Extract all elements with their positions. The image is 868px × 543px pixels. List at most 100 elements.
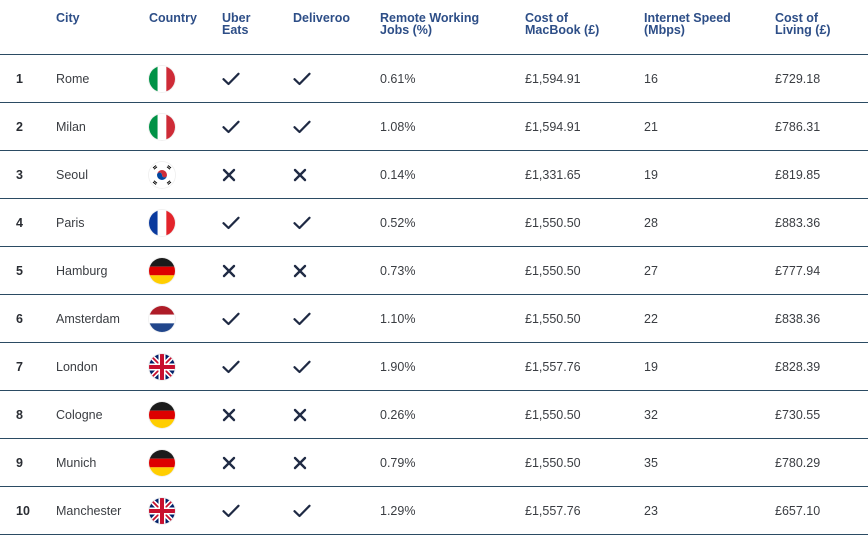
remote-working-jobs: 1.29%	[380, 503, 416, 518]
table-row: 7 London 1.90% £1,557.76 19 £828.39	[0, 343, 868, 391]
country-flag	[149, 103, 175, 150]
macbook-cost: £1,594.91	[525, 71, 581, 86]
city-name: London	[56, 359, 98, 374]
cost-of-living: £657.10	[775, 503, 821, 518]
city-name: Seoul	[56, 167, 88, 182]
internet-speed: 35	[644, 455, 658, 470]
macbook-cost: £1,550.50	[525, 263, 581, 278]
country-flag	[149, 391, 175, 438]
macbook-cost: £1,550.50	[525, 215, 581, 230]
cost-of-living: £729.18	[775, 71, 821, 86]
table-row: 4 Paris 0.52% £1,550.50 28 £883.36	[0, 199, 868, 247]
header-internet-speed: Internet Speed (Mbps)	[644, 11, 731, 37]
deliveroo-check-icon	[293, 487, 311, 534]
deliveroo-check-icon	[293, 199, 311, 246]
germany-flag-icon	[149, 401, 175, 428]
macbook-cost: £1,550.50	[525, 311, 581, 326]
italy-flag-icon	[149, 113, 175, 140]
header-deliveroo: Deliveroo	[293, 11, 350, 25]
cost-of-living: £828.39	[775, 359, 821, 374]
internet-speed: 19	[644, 167, 658, 182]
deliveroo-check-icon	[293, 295, 311, 342]
italy-flag-icon	[149, 65, 175, 92]
internet-speed: 21	[644, 119, 658, 134]
cost-of-living: £819.85	[775, 167, 821, 182]
city-name: Hamburg	[56, 263, 108, 278]
country-flag	[149, 55, 175, 102]
deliveroo-check-icon	[293, 343, 311, 390]
internet-speed: 32	[644, 407, 658, 422]
table-row: 8 Cologne 0.26% £1,550.50 32 £730.55	[0, 391, 868, 439]
rank: 5	[16, 263, 23, 278]
header-remote-working: Remote Working Jobs (%)	[380, 11, 480, 37]
table-header: City Country Uber Eats Deliveroo Remote W…	[0, 0, 868, 55]
country-flag	[149, 199, 175, 246]
rank: 2	[16, 119, 23, 134]
header-macbook-cost: Cost of MacBook (£)	[525, 11, 600, 37]
country-flag	[149, 151, 175, 198]
germany-flag-icon	[149, 449, 175, 476]
city-name: Paris	[56, 215, 85, 230]
uber-eats-cross-icon	[222, 439, 236, 486]
netherlands-flag-icon	[149, 305, 175, 332]
city-name: Manchester	[56, 503, 122, 518]
country-flag	[149, 343, 175, 390]
uber-eats-check-icon	[222, 343, 240, 390]
cost-of-living: £777.94	[775, 263, 821, 278]
france-flag-icon	[149, 209, 175, 236]
uber-eats-cross-icon	[222, 391, 236, 438]
internet-speed: 19	[644, 359, 658, 374]
country-flag	[149, 487, 175, 534]
country-flag	[149, 439, 175, 486]
table-row: 5 Hamburg 0.73% £1,550.50 27 £777.94	[0, 247, 868, 295]
rank: 10	[16, 503, 30, 518]
table-row: 3 Seoul 0.14% £1,331.65 19 £819.85	[0, 151, 868, 199]
remote-working-jobs: 0.14%	[380, 167, 416, 182]
south-korea-flag-icon	[149, 161, 175, 188]
deliveroo-cross-icon	[293, 151, 307, 198]
uber-eats-check-icon	[222, 103, 240, 150]
cost-of-living: £786.31	[775, 119, 821, 134]
rank: 8	[16, 407, 23, 422]
city-name: Milan	[56, 119, 86, 134]
rank: 6	[16, 311, 23, 326]
internet-speed: 27	[644, 263, 658, 278]
rank: 7	[16, 359, 23, 374]
remote-working-jobs: 1.90%	[380, 359, 416, 374]
uber-eats-cross-icon	[222, 247, 236, 294]
header-uber-eats: Uber Eats	[222, 11, 251, 37]
rank: 3	[16, 167, 23, 182]
uber-eats-check-icon	[222, 199, 240, 246]
internet-speed: 28	[644, 215, 658, 230]
macbook-cost: £1,557.76	[525, 503, 581, 518]
rank: 9	[16, 455, 23, 470]
deliveroo-check-icon	[293, 55, 311, 102]
header-city: City	[56, 11, 80, 25]
city-name: Amsterdam	[56, 311, 120, 326]
uber-eats-check-icon	[222, 487, 240, 534]
uber-eats-check-icon	[222, 55, 240, 102]
uk-flag-icon	[149, 353, 175, 380]
remote-working-jobs: 1.10%	[380, 311, 416, 326]
header-cost-of-living: Cost of Living (£)	[775, 11, 831, 37]
macbook-cost: £1,550.50	[525, 455, 581, 470]
city-name: Munich	[56, 455, 97, 470]
remote-working-jobs: 0.79%	[380, 455, 416, 470]
germany-flag-icon	[149, 257, 175, 284]
internet-speed: 16	[644, 71, 658, 86]
remote-working-jobs: 0.26%	[380, 407, 416, 422]
cost-of-living: £883.36	[775, 215, 821, 230]
remote-working-jobs: 0.52%	[380, 215, 416, 230]
header-country: Country	[149, 11, 197, 25]
uk-flag-icon	[149, 497, 175, 524]
uber-eats-check-icon	[222, 295, 240, 342]
deliveroo-cross-icon	[293, 247, 307, 294]
deliveroo-check-icon	[293, 103, 311, 150]
table-row: 1 Rome 0.61% £1,594.91 16 £729.18	[0, 55, 868, 103]
table-row: 6 Amsterdam 1.10% £1,550.50 22 £838.36	[0, 295, 868, 343]
remote-working-jobs: 1.08%	[380, 119, 416, 134]
table-row: 2 Milan 1.08% £1,594.91 21 £786.31	[0, 103, 868, 151]
macbook-cost: £1,331.65	[525, 167, 581, 182]
cost-of-living: £730.55	[775, 407, 821, 422]
internet-speed: 22	[644, 311, 658, 326]
